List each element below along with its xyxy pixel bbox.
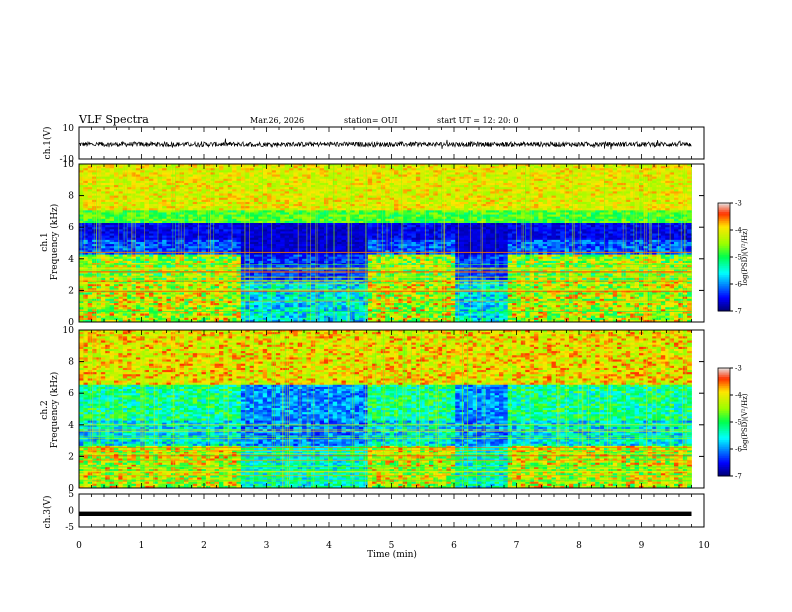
colorbar-tick-label: -3 xyxy=(735,200,742,208)
ch1-ylabel: ch.1(V) xyxy=(42,127,53,160)
x-tick-label: 3 xyxy=(264,541,270,551)
y-tick-label: 6 xyxy=(68,223,74,233)
ch3-waveform-panel: 5 0 -5 xyxy=(65,490,704,533)
colorbar-label: log(PSD)(V²/Hz) xyxy=(741,228,749,285)
ch3-trace xyxy=(79,512,692,516)
date-label: Mar.26, 2026 xyxy=(250,116,304,125)
colorbar-label: log(PSD)(V²/Hz) xyxy=(741,393,749,450)
ch3-ylabel: ch.3(V) xyxy=(42,496,53,529)
ch2-ylabel-channel: ch.2 xyxy=(40,400,50,419)
colorbar-tick-label: -3 xyxy=(735,365,742,373)
ch1-trace xyxy=(79,139,692,150)
ch3-ytick-label: 5 xyxy=(68,490,74,500)
y-tick-label: 10 xyxy=(63,160,75,170)
x-tick-label: 1 xyxy=(139,541,145,551)
y-tick-label: 10 xyxy=(63,326,75,336)
ch1-spectrogram-cells xyxy=(79,164,692,322)
x-tick-label: 0 xyxy=(76,541,82,551)
ch1-ytick-label: 10 xyxy=(63,124,75,134)
ch3-ytick-label: -5 xyxy=(65,523,74,533)
y-tick-label: 4 xyxy=(68,421,74,431)
start-ut-label: start UT = 12: 20: 0 xyxy=(437,116,518,125)
ch1-ylabel-frequency: Frequency (kHz) xyxy=(49,204,60,281)
x-tick-label: 10 xyxy=(698,541,710,551)
x-tick-label: 4 xyxy=(326,541,332,551)
ch1-waveform-panel: 10-10 xyxy=(60,124,705,165)
x-tick-label: 8 xyxy=(576,541,582,551)
y-tick-label: 2 xyxy=(68,452,74,462)
ch2-ylabel-frequency: Frequency (kHz) xyxy=(49,372,60,449)
x-axis-label: Time (min) xyxy=(367,549,417,560)
y-tick-label: 8 xyxy=(68,192,74,202)
x-tick-label: 9 xyxy=(639,541,645,551)
station-label: station= OUI xyxy=(344,116,398,125)
y-tick-label: 8 xyxy=(68,358,74,368)
colorbar-tick-label: -7 xyxy=(735,473,742,481)
y-tick-label: 2 xyxy=(68,286,74,296)
y-tick-label: 6 xyxy=(68,389,74,399)
y-tick-label: 4 xyxy=(68,255,74,265)
colorbar-tick-label: -7 xyxy=(735,308,742,316)
ch1-ylabel-channel: ch.1 xyxy=(40,232,50,251)
x-tick-label: 6 xyxy=(451,541,457,551)
x-tick-label: 7 xyxy=(514,541,520,551)
ch3-ytick-label: 0 xyxy=(68,507,74,517)
figure-title: VLF Spectra xyxy=(78,113,149,126)
x-tick-label: 2 xyxy=(201,541,207,551)
